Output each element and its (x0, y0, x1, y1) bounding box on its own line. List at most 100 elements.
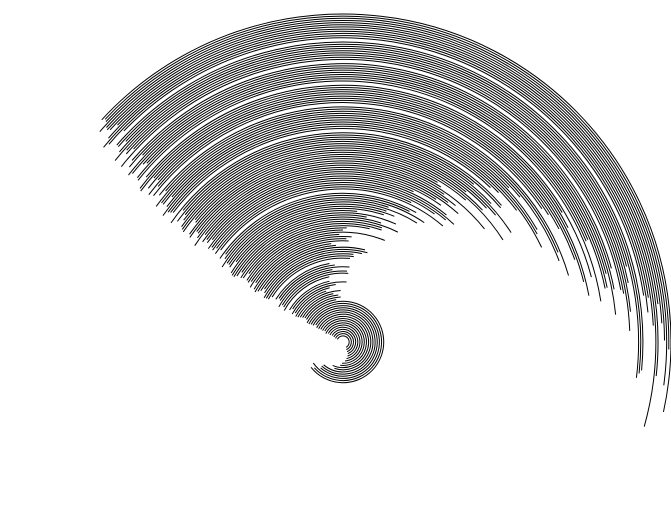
arc-ring (133, 56, 625, 294)
arc-ring (306, 300, 385, 384)
arc-ring (117, 28, 657, 427)
arc-ring (278, 269, 333, 308)
arc-ring (320, 315, 370, 369)
arc-ring (145, 84, 592, 278)
arc-ring (255, 235, 352, 284)
arc-ring (165, 108, 559, 253)
arc-ring (250, 231, 386, 282)
arc-ring (283, 276, 330, 311)
arc-ring (136, 78, 587, 242)
arc-ring (189, 156, 438, 238)
arc-ring (183, 140, 512, 233)
arc-ring (155, 110, 560, 262)
arc-ring (153, 91, 590, 296)
arc-ring (336, 335, 350, 348)
arc-ring (263, 251, 363, 299)
arc-ring (194, 164, 456, 246)
arc-ring (176, 136, 475, 222)
arc-ring (228, 203, 387, 265)
arc-ring (211, 179, 455, 248)
arc-ring (161, 112, 521, 204)
arc-ring (206, 173, 442, 243)
arc-ring (148, 97, 560, 230)
arc-ring (295, 290, 327, 317)
arc-ring (108, 30, 654, 326)
arc-ring (329, 326, 359, 357)
arc-ring (119, 48, 628, 267)
arc-ring (166, 119, 538, 235)
arc-ring (105, 17, 668, 386)
arc-ring (235, 207, 384, 263)
arc-ring (170, 125, 499, 213)
arc-ring (162, 121, 543, 248)
arc-ring (247, 229, 343, 283)
arc-ring (325, 322, 363, 362)
arc-ring (142, 74, 606, 289)
arc-ring (101, 13, 671, 413)
arc-ring (132, 71, 608, 288)
arc-ring (216, 184, 435, 249)
arc-ring (142, 67, 617, 315)
arc-ring (117, 43, 642, 374)
arc-ring (254, 240, 349, 293)
arc-ring (146, 76, 589, 240)
arc-ring (294, 287, 330, 314)
arc-ring (265, 253, 354, 299)
arc-ring (207, 177, 447, 249)
arc-ring (275, 263, 330, 300)
arc-ring (242, 223, 382, 279)
arc-ring (157, 99, 549, 216)
arc-ring (184, 138, 492, 216)
arc-ring (249, 233, 340, 288)
arc-ring (231, 212, 397, 276)
arc-ring (153, 102, 543, 210)
arc-ring (171, 117, 538, 230)
arc-ring (172, 128, 491, 213)
arc-ring (116, 41, 644, 371)
arc-ring (197, 162, 445, 239)
arc-ring (264, 246, 366, 290)
arc-ring (162, 115, 510, 205)
arc-ring (240, 220, 383, 279)
arc-ring (157, 95, 576, 260)
arc-ring (331, 328, 357, 355)
arc-ring (310, 305, 380, 379)
arc-ring (189, 153, 467, 235)
arc-ring (167, 123, 518, 213)
arc-ring (281, 270, 348, 306)
arc-ring (271, 257, 351, 298)
arc-ring (181, 143, 497, 227)
arc-ring (225, 194, 410, 255)
arc-ring (267, 255, 354, 300)
arc-ring (318, 313, 372, 371)
arc-ring (182, 134, 502, 211)
arc-ring (212, 181, 447, 251)
arc-ring (106, 24, 659, 305)
arc-ring (106, 22, 663, 324)
arc-ring (312, 307, 378, 377)
arc-ring (197, 160, 485, 234)
arc-ring (137, 80, 602, 302)
arc-ring (120, 58, 622, 290)
arc-ring (260, 244, 336, 291)
arc-ring (99, 19, 666, 341)
arc-ring (253, 238, 347, 290)
arc-ring (324, 320, 365, 364)
arc-ring (103, 32, 649, 298)
arc-ring (123, 37, 645, 296)
arc-ring (302, 294, 339, 318)
arc-ring (333, 331, 354, 353)
arc-ring (279, 266, 350, 301)
arc-ring (128, 65, 615, 290)
arc-ring (308, 302, 383, 382)
arc-ring (233, 214, 367, 278)
arc-ring (230, 210, 358, 274)
arc-ring (316, 311, 374, 373)
arc-ring (322, 318, 367, 366)
arc-ring (104, 15, 670, 350)
arc-ring (297, 290, 341, 318)
arc-ring (125, 45, 640, 378)
arc-ring (291, 283, 336, 315)
arc-ring (194, 149, 483, 220)
arc-ring (219, 192, 417, 259)
